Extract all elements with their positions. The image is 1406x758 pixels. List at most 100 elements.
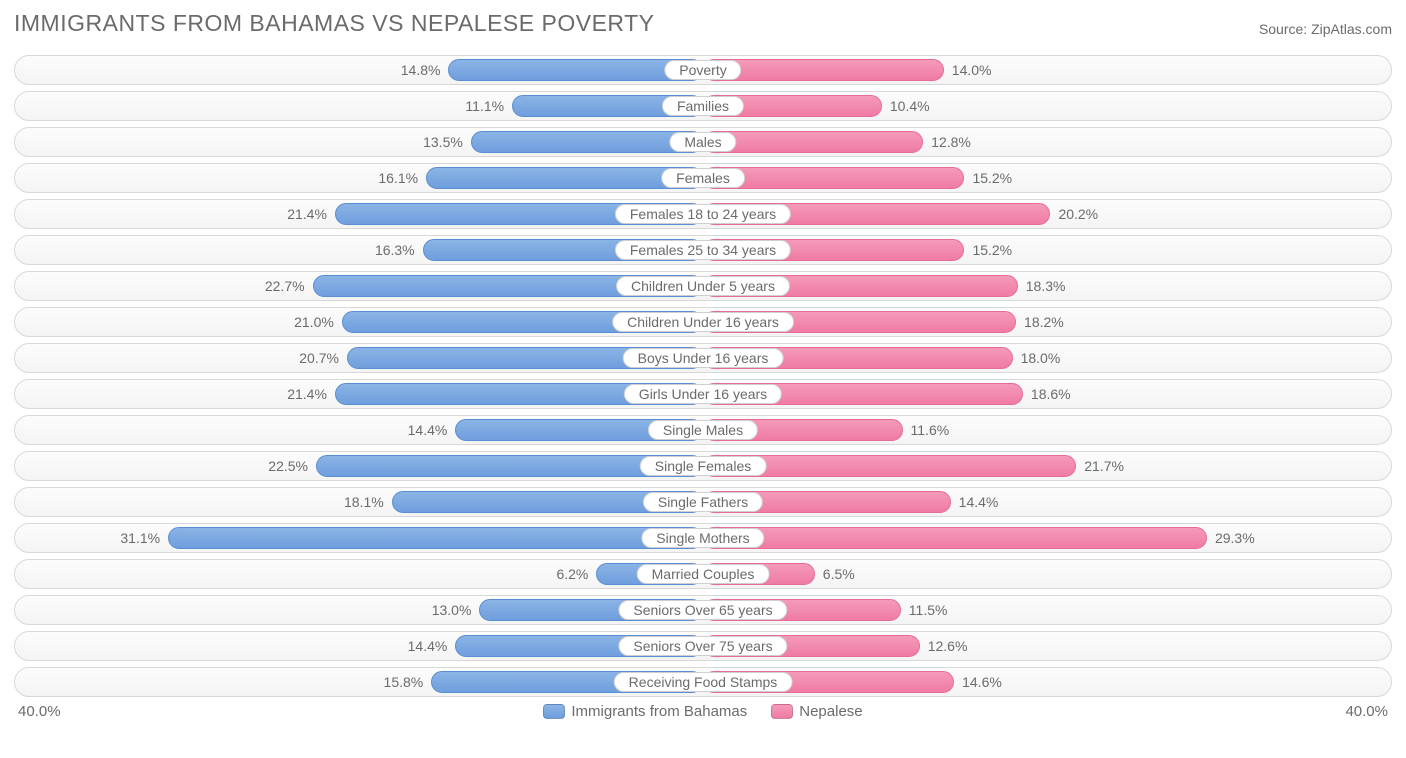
category-label: Females 18 to 24 years (615, 204, 791, 224)
value-left: 16.3% (375, 242, 415, 258)
value-left: 22.5% (268, 458, 308, 474)
left-half: 14.4% (15, 416, 703, 444)
value-left: 14.8% (401, 62, 441, 78)
right-half: 14.0% (703, 56, 1391, 84)
value-left: 16.1% (378, 170, 418, 186)
value-right: 18.3% (1026, 278, 1066, 294)
chart-row: 13.5% 12.8% Males (14, 127, 1392, 157)
chart-row: 16.3%15.2%Females 25 to 34 years (14, 235, 1392, 265)
category-label: Single Mothers (641, 528, 764, 548)
category-label: Poverty (664, 60, 741, 80)
left-half: 21.0% (15, 308, 703, 336)
chart-row: 14.4% 12.6% Seniors Over 75 years (14, 631, 1392, 661)
left-half: 21.4% (15, 200, 703, 228)
category-label: Girls Under 16 years (624, 384, 782, 404)
right-half: 29.3% (703, 524, 1391, 552)
left-half: 22.7% (15, 272, 703, 300)
right-half: 14.6% (703, 668, 1391, 696)
chart-row: 20.7%18.0%Boys Under 16 years (14, 343, 1392, 373)
value-left: 20.7% (299, 350, 339, 366)
right-half: 21.7% (703, 452, 1391, 480)
legend-label-left: Immigrants from Bahamas (571, 703, 747, 720)
value-left: 21.4% (287, 386, 327, 402)
chart-row: 14.4% 11.6% Single Males (14, 415, 1392, 445)
category-label: Married Couples (637, 564, 770, 584)
category-label: Single Females (640, 456, 767, 476)
legend: Immigrants from Bahamas Nepalese (61, 703, 1346, 720)
right-half: 11.5% (703, 596, 1391, 624)
category-label: Receiving Food Stamps (614, 672, 793, 692)
legend-label-right: Nepalese (799, 703, 862, 720)
category-label: Females (661, 168, 745, 188)
value-left: 15.8% (384, 674, 424, 690)
right-half: 18.2% (703, 308, 1391, 336)
value-left: 14.4% (408, 422, 448, 438)
chart-row: 14.8% 14.0% Poverty (14, 55, 1392, 85)
chart-row: 31.1% 29.3% Single Mothers (14, 523, 1392, 553)
legend-item-right: Nepalese (771, 703, 862, 720)
value-left: 14.4% (408, 638, 448, 654)
left-half: 16.3% (15, 236, 703, 264)
left-half: 21.4% (15, 380, 703, 408)
left-half: 31.1% (15, 524, 703, 552)
left-half: 13.5% (15, 128, 703, 156)
value-left: 22.7% (265, 278, 305, 294)
category-label: Single Fathers (643, 492, 763, 512)
value-right: 6.5% (823, 566, 855, 582)
left-half: 6.2% (15, 560, 703, 588)
value-right: 20.2% (1058, 206, 1098, 222)
axis-max-left: 40.0% (14, 703, 61, 720)
chart-row: 21.4% 20.2% Females 18 to 24 years (14, 199, 1392, 229)
bar-left (471, 131, 703, 153)
chart-row: 16.1% 15.2% Females (14, 163, 1392, 193)
left-half: 22.5% (15, 452, 703, 480)
value-right: 12.6% (928, 638, 968, 654)
right-half: 12.8% (703, 128, 1391, 156)
value-left: 31.1% (120, 530, 160, 546)
bar-right (703, 527, 1207, 549)
value-left: 18.1% (344, 494, 384, 510)
left-half: 13.0% (15, 596, 703, 624)
value-left: 21.4% (287, 206, 327, 222)
category-label: Children Under 16 years (612, 312, 794, 332)
value-right: 15.2% (972, 170, 1012, 186)
value-right: 29.3% (1215, 530, 1255, 546)
value-right: 11.5% (909, 602, 948, 618)
category-label: Males (669, 132, 736, 152)
chart-row: 18.1% 14.4%Single Fathers (14, 487, 1392, 517)
category-label: Single Males (648, 420, 758, 440)
category-label: Children Under 5 years (616, 276, 790, 296)
chart-source: Source: ZipAtlas.com (1259, 21, 1392, 37)
right-half: 6.5% (703, 560, 1391, 588)
category-label: Boys Under 16 years (623, 348, 784, 368)
category-label: Seniors Over 75 years (618, 636, 787, 656)
value-right: 12.8% (931, 134, 971, 150)
category-label: Females 25 to 34 years (615, 240, 791, 260)
chart-row: 22.7% 18.3% Children Under 5 years (14, 271, 1392, 301)
value-left: 11.1% (465, 98, 504, 114)
left-half: 14.4% (15, 632, 703, 660)
right-half: 10.4% (703, 92, 1391, 120)
legend-swatch-blue (543, 704, 565, 719)
axis-max-right: 40.0% (1345, 703, 1392, 720)
value-right: 14.0% (952, 62, 992, 78)
left-half: 16.1% (15, 164, 703, 192)
left-half: 14.8% (15, 56, 703, 84)
value-left: 21.0% (294, 314, 334, 330)
right-half: 18.6% (703, 380, 1391, 408)
chart-row: 15.8% 14.6%Receiving Food Stamps (14, 667, 1392, 697)
chart-row: 13.0%11.5%Seniors Over 65 years (14, 595, 1392, 625)
legend-item-left: Immigrants from Bahamas (543, 703, 747, 720)
right-half: 14.4% (703, 488, 1391, 516)
value-right: 18.6% (1031, 386, 1071, 402)
right-half: 15.2% (703, 164, 1391, 192)
chart-header: IMMIGRANTS FROM BAHAMAS VS NEPALESE POVE… (14, 10, 1392, 37)
chart-row: 21.0% 18.2% Children Under 16 years (14, 307, 1392, 337)
left-half: 15.8% (15, 668, 703, 696)
chart-title: IMMIGRANTS FROM BAHAMAS VS NEPALESE POVE… (14, 10, 655, 37)
bar-left (168, 527, 703, 549)
value-right: 11.6% (911, 422, 950, 438)
value-right: 18.2% (1024, 314, 1064, 330)
chart-row: 11.1% 10.4%Families (14, 91, 1392, 121)
category-label: Families (662, 96, 744, 116)
